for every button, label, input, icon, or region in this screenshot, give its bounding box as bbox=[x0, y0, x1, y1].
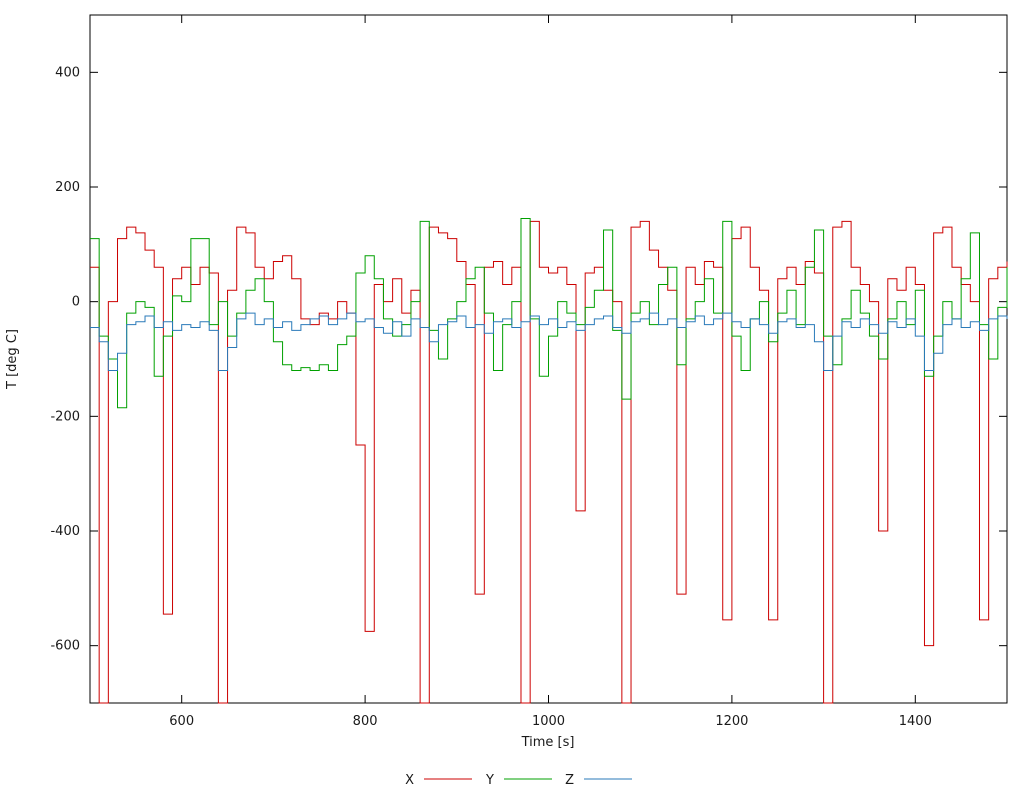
y-tick-label: -400 bbox=[50, 524, 80, 539]
y-tick-label: -600 bbox=[50, 639, 80, 654]
x-axis-label: Time [s] bbox=[521, 735, 575, 750]
y-tick-label: 400 bbox=[55, 65, 80, 80]
y-axis-label: T [deg C] bbox=[5, 329, 20, 390]
series-line-y bbox=[90, 218, 1008, 409]
x-tick-label: 600 bbox=[169, 714, 194, 729]
series-line-x bbox=[90, 220, 1008, 704]
legend-entry-z: Z bbox=[565, 773, 632, 788]
series-lines bbox=[90, 218, 1008, 704]
y-tick-label: 0 bbox=[72, 295, 80, 310]
x-tick-label: 1200 bbox=[715, 714, 748, 729]
legend-label-z: Z bbox=[565, 773, 574, 788]
legend-entry-y: Y bbox=[485, 773, 552, 788]
axis-ticks: 600 800 1000 1200 1400 -600 -400 -200 0 200 400 bbox=[50, 15, 1007, 729]
x-tick-label: 800 bbox=[353, 714, 378, 729]
x-tick-label: 1000 bbox=[532, 714, 565, 729]
y-tick-label: -200 bbox=[50, 409, 80, 424]
legend-label-y: Y bbox=[485, 773, 494, 788]
legend-label-x: X bbox=[405, 773, 414, 788]
legend-entry-x: X bbox=[405, 773, 472, 788]
series-line-z bbox=[90, 312, 1008, 371]
legend: X Y Z bbox=[405, 773, 632, 788]
y-tick-label: 200 bbox=[55, 180, 80, 195]
x-tick-label: 1400 bbox=[899, 714, 932, 729]
